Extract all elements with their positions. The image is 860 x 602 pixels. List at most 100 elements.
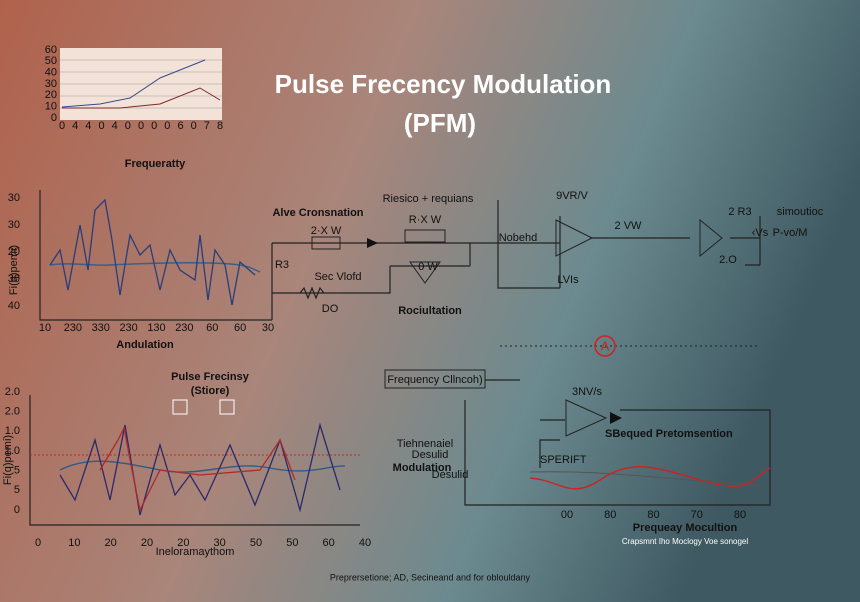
x-tick-label: 20: [177, 537, 189, 549]
wave-panel: Frequeratty Fi(q)pemi) 30 30 20 30 40 10 230 33…: [8, 158, 274, 351]
panel-subtitle: (Stiore): [191, 385, 230, 397]
x-tick-label: 330: [92, 322, 110, 334]
x-label: Ineloramaythom: [156, 546, 235, 558]
pulse-panel: Pulse Frecinsy (Stiore) Fi(q)pemi) 2.0 2.…: [2, 371, 371, 558]
x-tick-label: 30: [214, 537, 226, 549]
x-tick-label: 0: [151, 120, 157, 132]
x-tick-label: 4: [85, 120, 91, 132]
y-tick-label: 1.0: [5, 425, 20, 437]
x-tick-label: 0: [35, 537, 41, 549]
x-tick-label: 4: [72, 120, 78, 132]
box: [384, 369, 486, 389]
wires: [271, 200, 761, 320]
wave: [49, 198, 256, 306]
resistor: [404, 229, 446, 243]
y-tick-label: 2.0: [5, 406, 20, 418]
circuit-label: DO: [322, 303, 339, 315]
circuit: Alve Cronsnation 2·X W R3 Sec Vlofd DO Riesic…: [271, 190, 824, 320]
circuit-label: Riesico + requians: [383, 193, 474, 205]
y-tick-label: 2.0: [5, 386, 20, 398]
panel-title: Frequeratty: [125, 158, 186, 170]
wave: [59, 422, 341, 516]
circuit-label: simoutioc: [777, 206, 824, 218]
amp: [565, 399, 608, 437]
x-tick-label: 00: [561, 509, 573, 521]
resistor: [311, 236, 341, 250]
x-tick-label: 6: [177, 120, 183, 132]
grid: [60, 59, 222, 109]
circuit-label: Rociultation: [398, 305, 462, 317]
x-tick-label: 80: [734, 509, 746, 521]
x-tick-label: 70: [691, 509, 703, 521]
y-tick-label: 0: [14, 504, 20, 516]
x-tick-label: 8: [217, 120, 223, 132]
circuit-label: 2 R3: [728, 206, 751, 218]
x-tick-label: 0: [125, 120, 131, 132]
block-label: Modulation: [393, 462, 452, 474]
mini-line: [61, 59, 206, 108]
x-tick-label: 230: [64, 322, 82, 334]
x-tick-label: 60: [206, 322, 218, 334]
y-tick-label: 0: [51, 112, 57, 124]
y-tick-label: 10: [45, 101, 57, 113]
y-tick-label: 1.0: [5, 445, 20, 457]
circuit-label: 2 VW: [615, 220, 643, 232]
wave: [59, 460, 346, 473]
x-label: Andulation: [116, 339, 174, 351]
arrow: [610, 412, 622, 424]
amp: [699, 218, 723, 258]
box-label: Frequency Cllncoh): [387, 374, 482, 386]
circuit-label: P-vo/M: [773, 227, 808, 239]
circuit-label: Alve Cronsnation: [272, 207, 363, 219]
y-tick-label: 40: [8, 300, 20, 312]
wires: [464, 379, 771, 506]
block-panel: Frequency Cllncoh) 3NV/s TiehnenaielDesul…: [384, 369, 771, 546]
x-tick-label: 20: [105, 537, 117, 549]
x-tick-label: 0: [138, 120, 144, 132]
circuit-label: Sec Vlofd: [314, 271, 361, 283]
block-label: 3NV/s: [572, 386, 602, 398]
axis: [29, 395, 360, 526]
amp: [555, 219, 594, 257]
x-tick-label: 0: [191, 120, 197, 132]
block-label: Desulid: [412, 449, 449, 461]
caption: Crapsmnt Iho Moclogy Voe sonogel: [622, 537, 749, 546]
title: (PFM): [404, 108, 476, 138]
y-tick-label: 5: [14, 465, 20, 477]
x-tick-label: 230: [119, 322, 137, 334]
circuit-label: 9VR/V: [556, 190, 588, 202]
circuit-label: 0 W: [418, 261, 438, 273]
x-tick-label: 0: [164, 120, 170, 132]
x-tick-label: 80: [604, 509, 616, 521]
x-tick-label: 230: [175, 322, 193, 334]
wave: [99, 425, 296, 512]
x-tick-label: 7: [204, 120, 210, 132]
x-tick-label: 50: [286, 537, 298, 549]
x-tick-label: 60: [323, 537, 335, 549]
y-tick-label: 30: [45, 78, 57, 90]
wave: [529, 471, 761, 486]
title: Pulse Frecency Modulation: [275, 69, 612, 99]
y-tick-label: 5: [14, 484, 20, 496]
amp: [409, 261, 441, 284]
block-label: Tiehnenaiel: [397, 438, 453, 450]
box: [219, 399, 235, 415]
footer: Preprersetione; AD, Secineand and for ob…: [330, 572, 531, 582]
circuit-label: Nobehd: [499, 232, 538, 244]
circuit-label: R·X W: [409, 214, 442, 226]
x-tick-label: 0: [59, 120, 65, 132]
x-tick-label: 4: [112, 120, 118, 132]
y-tick-label: 20: [8, 246, 20, 258]
block-label: SBequed Pretomsention: [605, 428, 733, 440]
circuit-label: R3: [275, 259, 289, 271]
resistor: [299, 286, 325, 300]
axis: [39, 190, 272, 321]
panel-title: Pulse Frecinsy: [171, 371, 250, 383]
x-tick-label: 40: [359, 537, 371, 549]
y-label: Fi(q)pemi): [8, 245, 20, 295]
x-tick-label: 0: [98, 120, 104, 132]
block-label: SPERIFT: [540, 454, 587, 466]
